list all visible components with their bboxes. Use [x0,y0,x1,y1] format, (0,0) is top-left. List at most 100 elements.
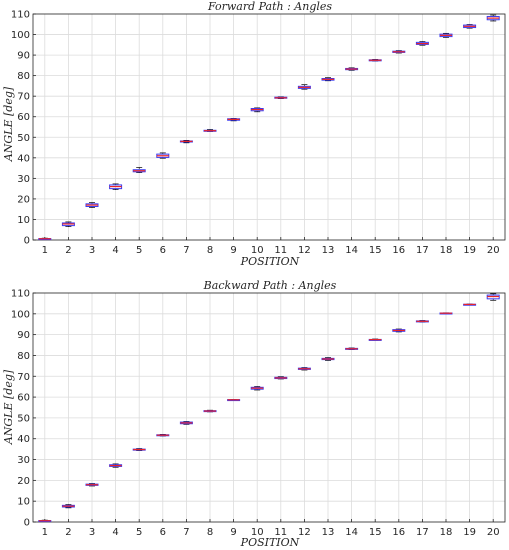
x-tick-label: 1 [42,245,48,256]
y-tick-label: 100 [11,309,30,320]
x-tick-label: 7 [183,245,189,256]
x-tick-label: 13 [322,527,335,538]
box-position-13 [321,357,335,361]
box-position-17 [415,41,429,46]
x-tick-label: 15 [369,245,382,256]
backward-title: Backward Path : Angles [203,279,337,292]
y-tick-label: 0 [24,518,30,529]
x-tick-label: 9 [230,527,236,538]
x-tick-label: 19 [463,527,476,538]
box-position-19 [463,303,477,306]
plot-background [33,14,505,240]
box-position-14 [345,67,359,71]
box-position-5 [132,448,146,451]
box-position-16 [392,50,406,54]
box-position-2 [61,221,75,227]
forward-xlabel: POSITION [240,255,300,268]
x-tick-label: 3 [89,527,95,538]
y-tick-label: 90 [17,330,30,341]
y-tick-label: 70 [17,372,30,383]
x-tick-label: 4 [112,527,118,538]
y-tick-label: 110 [11,10,30,21]
y-tick-label: 40 [17,434,30,445]
y-tick-label: 10 [17,497,30,508]
box-position-10 [250,107,264,113]
box-position-19 [463,24,477,29]
y-tick-label: 50 [17,133,30,144]
y-tick-label: 20 [17,194,30,205]
box-position-14 [345,347,359,350]
x-tick-label: 12 [298,245,311,256]
x-tick-label: 5 [136,527,142,538]
box-position-18 [439,32,453,38]
x-tick-label: 10 [251,527,264,538]
y-tick-label: 80 [17,351,30,362]
box-position-13 [321,77,335,82]
x-tick-label: 4 [112,245,118,256]
box-position-20 [486,293,500,301]
x-tick-label: 9 [230,245,236,256]
box-position-18 [439,312,453,315]
box-position-7 [179,140,193,144]
x-tick-label: 13 [322,245,335,256]
x-tick-label: 16 [392,527,405,538]
x-tick-label: 17 [416,527,429,538]
box-position-4 [109,183,123,191]
x-tick-label: 1 [42,527,48,538]
x-tick-label: 8 [207,245,213,256]
x-tick-label: 14 [345,527,358,538]
y-tick-label: 40 [17,153,30,164]
y-tick-label: 60 [17,393,30,404]
x-tick-label: 6 [160,527,166,538]
x-tick-label: 20 [487,245,500,256]
y-tick-label: 30 [17,174,30,185]
x-tick-label: 8 [207,527,213,538]
box-position-12 [297,367,311,371]
box-position-1 [38,519,52,523]
box-position-11 [274,376,288,380]
forward-panel: Forward Path : Angles ANGLE [deg] POSITI… [2,0,506,268]
box-position-3 [85,483,99,487]
x-tick-label: 19 [463,245,476,256]
y-tick-label: 60 [17,112,30,123]
x-tick-label: 18 [440,245,453,256]
x-tick-label: 14 [345,245,358,256]
y-tick-label: 90 [17,51,30,62]
axes-frame [32,292,506,523]
y-tick-label: 30 [17,455,30,466]
x-tick-label: 15 [369,527,382,538]
box-position-7 [179,421,193,425]
x-tick-label: 5 [136,245,142,256]
y-tick-label: 100 [11,30,30,41]
x-tick-label: 20 [487,527,500,538]
plot-background [33,293,505,522]
x-tick-label: 11 [274,527,287,538]
x-tick-label: 3 [89,245,95,256]
box-position-10 [250,386,264,391]
backward-panel: Backward Path : Angles ANGLE [deg] POSIT… [2,279,506,549]
x-tick-label: 17 [416,245,429,256]
y-tick-label: 10 [17,215,30,226]
y-tick-label: 110 [11,289,30,300]
box-position-15 [368,338,382,341]
x-tick-label: 11 [274,245,287,256]
box-position-1 [38,237,52,241]
axes-frame [32,13,506,241]
x-tick-label: 18 [440,527,453,538]
box-position-12 [297,84,311,90]
box-position-2 [61,504,75,509]
forward-ylabel: ANGLE [deg] [2,86,15,162]
x-tick-label: 10 [251,245,264,256]
box-position-16 [392,328,406,333]
box-position-5 [132,167,146,173]
x-tick-label: 12 [298,527,311,538]
box-position-9 [227,399,241,402]
backward-xlabel: POSITION [240,536,300,549]
y-tick-label: 0 [24,236,30,247]
box-position-15 [368,59,382,62]
y-tick-label: 70 [17,92,30,103]
x-tick-label: 2 [65,527,71,538]
